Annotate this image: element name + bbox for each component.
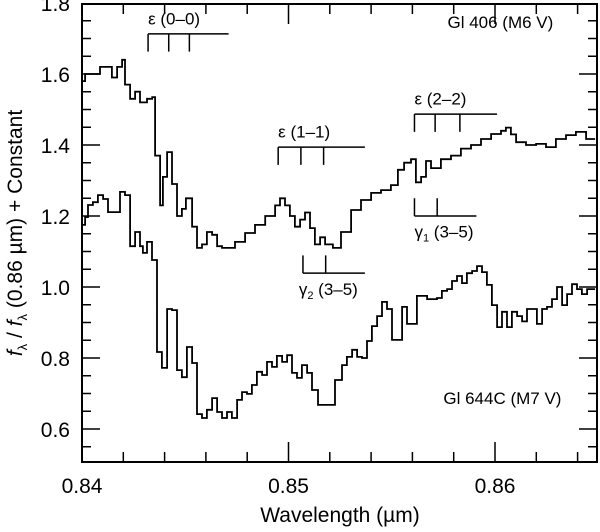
x-tick-label: 0.84 bbox=[62, 475, 103, 498]
x-tick-label: 0.85 bbox=[268, 475, 309, 498]
plot-frame bbox=[81, 3, 598, 463]
y-tick-label: 1.8 bbox=[41, 0, 70, 16]
y-tick-label: 1.6 bbox=[41, 64, 70, 87]
band-annotation: γ2 (3–5) bbox=[299, 255, 365, 302]
y-tick-label: 0.8 bbox=[41, 348, 70, 371]
band-annotation: γ1 (3–5) bbox=[413, 198, 477, 244]
x-axis-label: Wavelength (µm) bbox=[260, 504, 420, 527]
band-annotation: ε (2–2) bbox=[413, 90, 498, 132]
band-annotation: ε (1–1) bbox=[277, 123, 365, 165]
series-label: Gl 644C (M7 V) bbox=[443, 389, 561, 408]
y-tick-label: 1.2 bbox=[41, 206, 70, 229]
y-axis-label: fλ / fλ (0.86 µm) + Constant bbox=[4, 110, 30, 356]
band-annotations: ε (0–0) ε (1–1) ε (2–2) γ1 (3–5) γ2 (3–5) bbox=[147, 9, 498, 302]
spectra-series: Gl 406 (M6 V) Gl 644C (M7 V) bbox=[82, 13, 596, 419]
band-annotation: ε (0–0) bbox=[147, 9, 229, 52]
band-label: ε (1–1) bbox=[278, 123, 330, 142]
axis-ticks bbox=[82, 4, 597, 462]
band-label: γ1 (3–5) bbox=[414, 222, 473, 244]
x-tick-label: 0.86 bbox=[475, 475, 516, 498]
y-tick-label: 0.6 bbox=[41, 419, 70, 442]
y-tick-label: 1.4 bbox=[41, 135, 71, 158]
spectrum-gl406 bbox=[82, 58, 596, 249]
band-label: γ2 (3–5) bbox=[299, 280, 358, 302]
band-label: ε (0–0) bbox=[148, 9, 200, 28]
axis-tick-labels: 0.84 0.85 0.86 0.6 0.8 1.0 1.2 1.4 1.6 1.8 bbox=[41, 0, 516, 498]
spectrum-gl644c bbox=[82, 191, 596, 419]
series-label: Gl 406 (M6 V) bbox=[448, 13, 554, 32]
band-label: ε (2–2) bbox=[414, 90, 466, 109]
y-tick-label: 1.0 bbox=[41, 277, 70, 300]
